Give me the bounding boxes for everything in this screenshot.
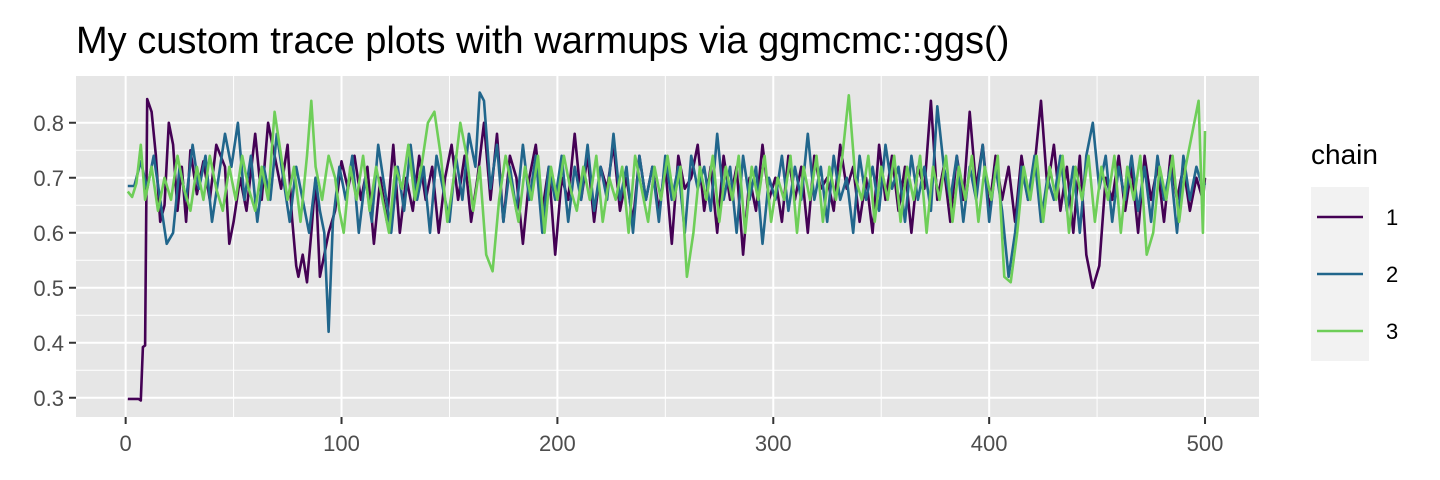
x-tick-label: 500 bbox=[1187, 431, 1224, 456]
x-tick-label: 400 bbox=[971, 431, 1008, 456]
x-tick-label: 200 bbox=[539, 431, 576, 456]
x-tick-label: 300 bbox=[755, 431, 792, 456]
plot-panel bbox=[76, 76, 1259, 417]
y-axis: 0.3 0.4 0.5 0.6 0.7 0.8 bbox=[33, 111, 76, 411]
series-line-chain-3 bbox=[126, 94, 1207, 284]
x-tick-label: 0 bbox=[120, 431, 132, 456]
y-tick-label: 0.5 bbox=[33, 276, 64, 301]
series-lines bbox=[126, 91, 1207, 402]
legend: chain 1 2 3 bbox=[1311, 139, 1398, 361]
chart-title: My custom trace plots with warmups via g… bbox=[76, 20, 1009, 62]
y-tick-label: 0.4 bbox=[33, 331, 64, 356]
legend-title: chain bbox=[1311, 139, 1378, 170]
legend-label-chain-3: 3 bbox=[1386, 319, 1398, 344]
x-axis: 0 100 200 300 400 500 bbox=[120, 417, 1224, 456]
y-tick-label: 0.8 bbox=[33, 111, 64, 136]
y-tick-label: 0.7 bbox=[33, 166, 64, 191]
y-tick-label: 0.3 bbox=[33, 386, 64, 411]
legend-label-chain-1: 1 bbox=[1386, 205, 1398, 230]
y-tick-label: 0.6 bbox=[33, 221, 64, 246]
x-tick-label: 100 bbox=[323, 431, 360, 456]
legend-items: 1 2 3 bbox=[1317, 205, 1398, 344]
legend-label-chain-2: 2 bbox=[1386, 262, 1398, 287]
